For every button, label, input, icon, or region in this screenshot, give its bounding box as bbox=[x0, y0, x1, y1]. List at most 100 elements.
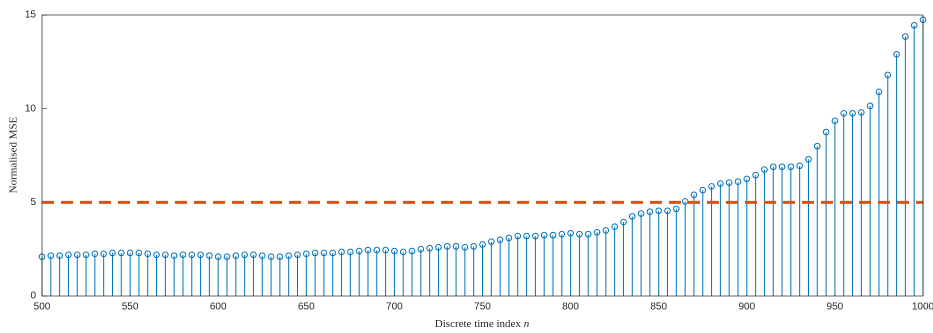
y-tick-label: 15 bbox=[25, 10, 37, 21]
stem-marker bbox=[637, 210, 645, 217]
stem-marker bbox=[681, 198, 689, 205]
stem-marker bbox=[893, 51, 900, 58]
stem-marker bbox=[126, 249, 134, 257]
stem-marker bbox=[532, 232, 539, 240]
stem-marker bbox=[426, 244, 433, 252]
stem-marker bbox=[56, 252, 63, 260]
stem-marker bbox=[373, 246, 381, 254]
stem-marker bbox=[875, 88, 883, 96]
stem-marker bbox=[866, 102, 874, 110]
stem-marker bbox=[664, 207, 671, 215]
stem-marker bbox=[787, 163, 795, 171]
stem-marker bbox=[567, 229, 574, 237]
stem-marker bbox=[47, 252, 55, 260]
x-tick-label: 950 bbox=[827, 302, 844, 313]
stem-marker bbox=[743, 175, 751, 183]
stem-marker bbox=[223, 253, 231, 260]
stem-marker bbox=[65, 251, 72, 259]
stem-marker bbox=[276, 253, 284, 260]
stem-marker bbox=[285, 252, 292, 260]
stem-marker bbox=[311, 249, 319, 257]
y-tick-label: 0 bbox=[30, 291, 36, 302]
x-label-var: n bbox=[524, 318, 530, 330]
stem-marker bbox=[250, 251, 257, 259]
stem-marker bbox=[162, 251, 169, 259]
stem-marker bbox=[435, 243, 442, 251]
stem-marker bbox=[100, 250, 107, 258]
stem-marker bbox=[461, 243, 469, 251]
stem-marker bbox=[655, 207, 663, 215]
stem-marker bbox=[117, 249, 125, 257]
stem-marker bbox=[611, 223, 618, 230]
stem-marker bbox=[91, 250, 99, 258]
stem-marker bbox=[849, 110, 856, 117]
stem-marker bbox=[822, 128, 830, 136]
stem-marker bbox=[188, 251, 196, 259]
stem-marker bbox=[496, 236, 504, 244]
stem-marker bbox=[82, 251, 90, 259]
x-tick-label: 800 bbox=[562, 302, 579, 313]
y-axis-label: Normalised MSE bbox=[8, 116, 20, 193]
stem-marker bbox=[258, 252, 266, 260]
stem-marker bbox=[840, 110, 848, 117]
stem-marker bbox=[523, 232, 530, 240]
stem-marker bbox=[690, 191, 698, 199]
x-tick-label: 750 bbox=[474, 302, 491, 313]
x-tick-label: 550 bbox=[122, 302, 139, 313]
stem-marker bbox=[673, 205, 680, 213]
stem-marker bbox=[558, 230, 566, 238]
stem-marker bbox=[769, 163, 777, 171]
stem-marker bbox=[646, 208, 654, 215]
stem-marker bbox=[708, 183, 715, 190]
stem-marker bbox=[778, 163, 786, 171]
stem-marker bbox=[540, 231, 548, 239]
x-axis-label: Discrete time index n bbox=[435, 318, 530, 330]
stem-marker bbox=[593, 229, 601, 236]
stem-marker bbox=[584, 230, 592, 238]
stem-marker bbox=[206, 252, 213, 260]
x-tick-label: 700 bbox=[386, 302, 403, 313]
stem-marker bbox=[813, 142, 821, 150]
stem-marker bbox=[761, 166, 768, 173]
x-tick-label: 1000 bbox=[912, 302, 933, 313]
stem-marker bbox=[214, 253, 222, 260]
stem-marker bbox=[135, 249, 143, 257]
stem-marker bbox=[232, 252, 240, 260]
stem-marker bbox=[514, 232, 522, 240]
stem-marker bbox=[479, 241, 486, 248]
stem-marker bbox=[902, 33, 909, 40]
stem-marker bbox=[197, 251, 204, 259]
x-tick-label: 650 bbox=[298, 302, 315, 313]
stem-marker bbox=[884, 71, 892, 79]
stem-marker bbox=[267, 253, 275, 260]
stem-marker bbox=[620, 218, 627, 226]
stem-marker bbox=[796, 162, 803, 170]
stem-marker bbox=[805, 155, 812, 163]
x-tick-label: 850 bbox=[650, 302, 667, 313]
stem-marker bbox=[329, 249, 337, 257]
y-tick-label: 10 bbox=[25, 103, 37, 114]
stem-marker bbox=[241, 251, 248, 259]
stem-marker bbox=[391, 247, 398, 255]
stem-marker bbox=[408, 247, 416, 255]
stem-marker bbox=[364, 246, 372, 254]
stem-marker bbox=[338, 248, 345, 256]
stem-marker bbox=[576, 230, 583, 238]
stem-marker bbox=[910, 22, 918, 29]
plot-frame bbox=[41, 14, 924, 297]
stem-marker bbox=[355, 247, 363, 255]
stem-marker bbox=[179, 251, 187, 259]
stem-marker bbox=[699, 186, 707, 194]
stem-marker bbox=[858, 109, 865, 116]
stem-marker bbox=[144, 250, 152, 258]
stem-marker bbox=[382, 246, 389, 254]
stem-marker bbox=[153, 251, 160, 259]
stem-marker bbox=[549, 231, 557, 239]
stem-marker bbox=[505, 234, 513, 242]
stem-marker bbox=[303, 250, 310, 258]
stem-marker bbox=[73, 251, 81, 259]
stem-marker bbox=[734, 178, 742, 186]
stem-marker bbox=[725, 179, 733, 186]
stem-marker bbox=[602, 227, 610, 234]
